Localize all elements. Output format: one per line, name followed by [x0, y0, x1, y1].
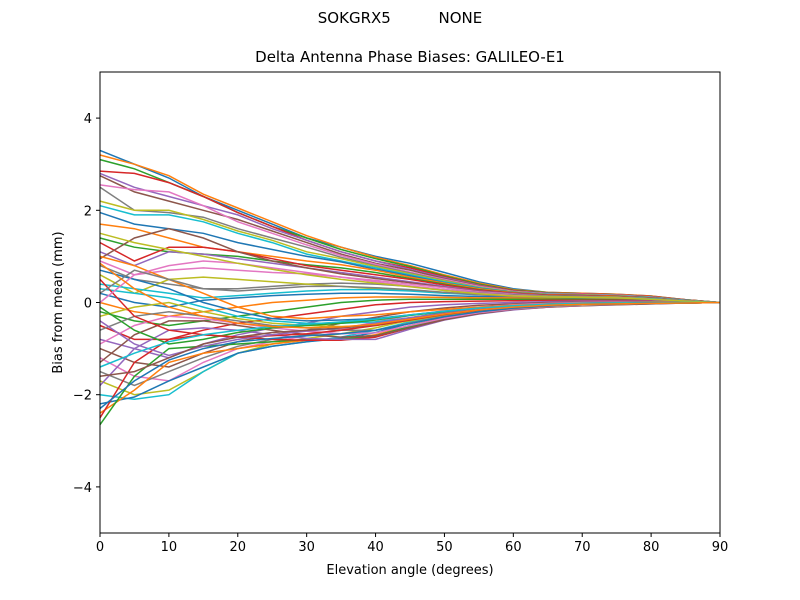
y-tick-label: 0 [84, 297, 92, 312]
x-tick-label: 60 [505, 540, 522, 555]
x-tick-label: 0 [96, 540, 104, 555]
x-axis-label: Elevation angle (degrees) [326, 563, 493, 578]
y-tick-label: 2 [84, 204, 92, 219]
x-tick-label: 90 [712, 540, 729, 555]
x-tick-label: 10 [161, 540, 178, 555]
series-line-52 [99, 262, 721, 329]
y-tick-label: −2 [73, 389, 92, 404]
x-tick-label: 40 [367, 540, 384, 555]
series-line-50 [99, 301, 720, 368]
x-tick-label: 20 [230, 540, 247, 555]
series-line-24 [99, 299, 721, 341]
series-layer [99, 149, 721, 426]
x-tick-label: 70 [574, 540, 591, 555]
y-axis-label: Bias from mean (mm) [51, 231, 66, 373]
series-line-49 [99, 232, 721, 304]
y-axis: −4 −2 0 2 4 [73, 112, 100, 496]
y-tick-label: 4 [84, 112, 92, 127]
x-tick-label: 50 [436, 540, 453, 555]
figure-suptitle: SOKGRX5 NONE [317, 9, 483, 27]
y-tick-label: −4 [73, 481, 92, 496]
x-axis: 0 10 20 30 40 50 60 70 80 90 [96, 533, 728, 555]
x-tick-label: 80 [643, 540, 660, 555]
x-tick-label: 30 [298, 540, 315, 555]
chart-title: Delta Antenna Phase Biases: GALILEO-E1 [255, 48, 565, 66]
series-line-2 [99, 154, 721, 304]
